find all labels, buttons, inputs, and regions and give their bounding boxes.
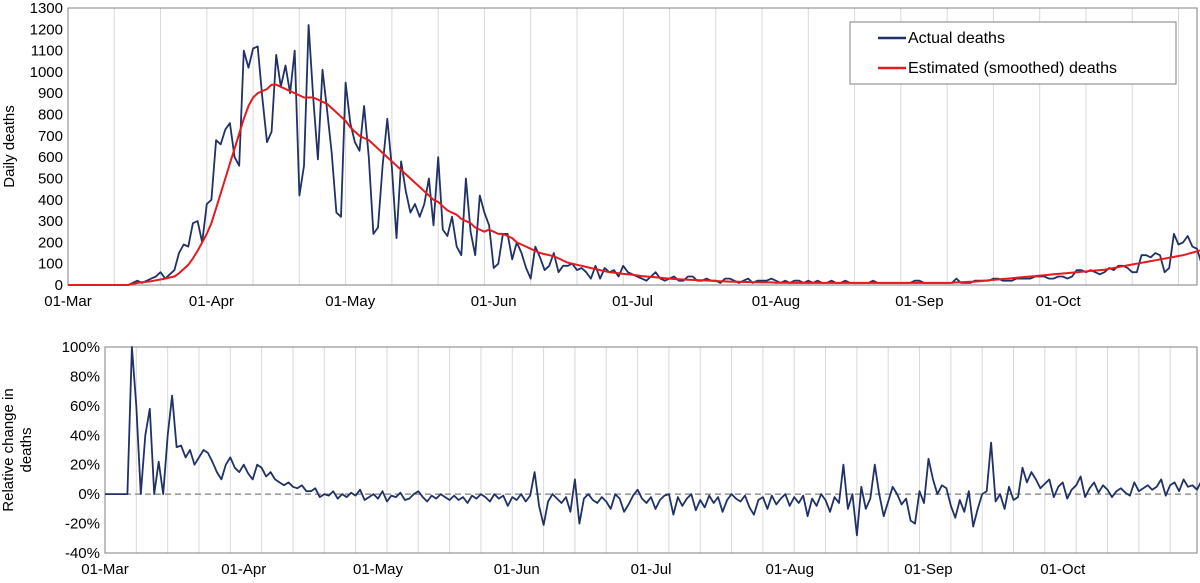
- legend-entry: Estimated (smoothed) deaths: [908, 60, 1117, 77]
- series-line-0: [68, 24, 1200, 286]
- y-tick-label: 20%: [70, 457, 100, 474]
- y-tick-label: 60%: [70, 398, 100, 415]
- y-tick-label: 700: [38, 128, 63, 145]
- x-tick-label: 01-Aug: [766, 561, 814, 578]
- x-tick-label: 01-May: [353, 561, 404, 578]
- x-tick-label: 01-Jul: [612, 293, 653, 310]
- y-tick-label: 100%: [62, 339, 100, 356]
- daily-deaths-chart: 0 100 200 300 400 500 600 700 800 900 1000 1100 1200…: [1, 0, 1200, 310]
- plot-frame: [67, 7, 1198, 286]
- x-tick-label: 01-Apr: [189, 293, 234, 310]
- y-tick-label: 400: [38, 192, 63, 209]
- x-tick-label: 01-Jun: [494, 561, 540, 578]
- legend-entry: Actual deaths: [908, 30, 1005, 47]
- legend-box: [849, 21, 1177, 85]
- y-tick-label: 80%: [70, 368, 100, 385]
- x-tick-label: 01-Apr: [221, 561, 266, 578]
- x-tick-label: 01-Oct: [1040, 561, 1086, 578]
- y-tick-label: 200: [38, 234, 63, 251]
- y-tick-label: 1100: [31, 43, 63, 60]
- series-line-0: [105, 346, 1200, 537]
- x-tick-label: 01-Mar: [44, 293, 92, 310]
- x-tick-label: 01-Oct: [1036, 293, 1082, 310]
- x-tick-label: 01-Sep: [895, 293, 943, 310]
- y-tick-label: 0: [55, 277, 63, 294]
- y-tick-label: 1300: [30, 0, 63, 17]
- y-tick-label: 1200: [30, 21, 63, 38]
- y-tick-label: 800: [38, 107, 63, 124]
- y-tick-label: 500: [38, 170, 63, 187]
- y-axis-title: Relative change indeaths: [0, 388, 35, 511]
- x-tick-label: 01-Jun: [471, 293, 517, 310]
- y-tick-label: 0%: [78, 486, 100, 503]
- relative-change-chart: -40% -20% 0% 20% 40% 60% 80% 100% 01-Mar 01-Apr 01…: [0, 339, 1200, 578]
- x-tick-label: 01-Aug: [752, 293, 800, 310]
- series-line-1: [68, 83, 1200, 286]
- x-tick-label: 01-Jul: [631, 561, 672, 578]
- y-tick-label: 40%: [70, 427, 100, 444]
- y-tick-label: 100: [38, 256, 63, 273]
- y-tick-label: 600: [38, 149, 63, 166]
- plot-frame: [104, 346, 1198, 554]
- x-tick-label: 01-Sep: [904, 561, 952, 578]
- y-axis-title: Daily deaths: [1, 105, 18, 188]
- y-tick-label: -20%: [65, 516, 100, 533]
- y-tick-label: 300: [38, 213, 63, 230]
- y-tick-label: -40%: [65, 545, 100, 562]
- x-tick-label: 01-Mar: [81, 561, 129, 578]
- y-tick-label: 900: [38, 85, 63, 102]
- x-tick-label: 01-May: [325, 293, 376, 310]
- y-tick-label: 1000: [30, 64, 63, 81]
